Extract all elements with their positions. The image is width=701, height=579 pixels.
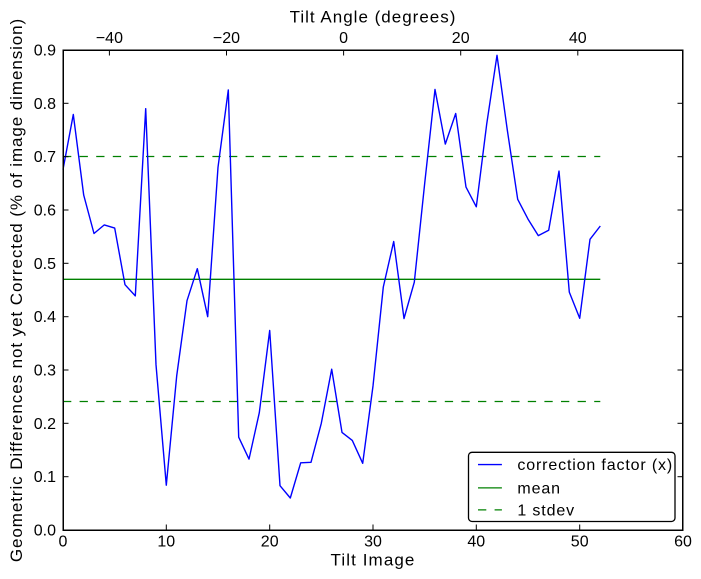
svg-text:1 stdev: 1 stdev (517, 503, 575, 520)
svg-text:Geometric Differences not yet: Geometric Differences not yet Corrected … (7, 18, 26, 562)
svg-text:0.8: 0.8 (34, 96, 56, 113)
svg-text:0.7: 0.7 (34, 149, 56, 166)
svg-text:50: 50 (571, 534, 589, 551)
svg-text:0.6: 0.6 (34, 203, 56, 220)
svg-text:correction factor (x): correction factor (x) (517, 457, 673, 474)
svg-text:mean: mean (517, 481, 560, 498)
svg-text:0.2: 0.2 (34, 416, 56, 433)
svg-text:0.1: 0.1 (34, 469, 56, 486)
svg-text:Tilt Image: Tilt Image (330, 551, 415, 570)
svg-text:0.3: 0.3 (34, 363, 56, 380)
svg-text:0.9: 0.9 (34, 43, 56, 60)
svg-text:−20: −20 (213, 30, 240, 47)
svg-text:Tilt Angle (degrees): Tilt Angle (degrees) (290, 8, 457, 27)
svg-text:10: 10 (157, 534, 175, 551)
svg-text:−40: −40 (96, 30, 123, 47)
svg-text:20: 20 (261, 534, 279, 551)
svg-text:0.0: 0.0 (34, 523, 56, 540)
svg-text:60: 60 (674, 534, 692, 551)
svg-text:20: 20 (452, 30, 470, 47)
svg-text:40: 40 (467, 534, 485, 551)
svg-text:30: 30 (364, 534, 382, 551)
svg-text:40: 40 (569, 30, 587, 47)
svg-text:0: 0 (339, 30, 348, 47)
svg-text:0.5: 0.5 (34, 256, 56, 273)
svg-text:0.4: 0.4 (34, 309, 56, 326)
svg-text:0: 0 (59, 534, 68, 551)
